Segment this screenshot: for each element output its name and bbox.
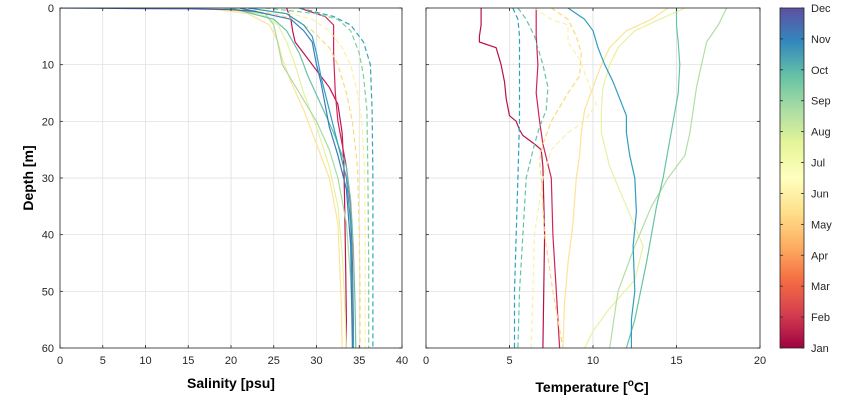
- salinity-profile-line: [286, 8, 347, 348]
- colorbar-month-label: Nov: [811, 34, 831, 46]
- temperature-label-unit: C]: [634, 379, 649, 395]
- colorbar-month-label: Apr: [811, 250, 828, 262]
- colorbar-month-label: Aug: [811, 127, 831, 139]
- salinity-y-tick-label: 30: [42, 173, 54, 185]
- temperature-axes: 0 5 10 15 20 Temperature [oC]: [423, 7, 766, 395]
- salinity-x-tick-label: 40: [396, 355, 408, 367]
- colorbar-gradient: [779, 7, 805, 349]
- temperature-profiles: [478, 8, 728, 348]
- temperature-x-tick-label: 10: [587, 355, 599, 367]
- temperature-profile-line: [609, 8, 728, 348]
- salinity-y-tick-label: 50: [42, 286, 54, 298]
- salinity-x-tick-label: 30: [310, 355, 322, 367]
- colorbar-month-label: Jun: [811, 188, 829, 200]
- salinity-profile-line: [239, 8, 353, 348]
- salinity-profile-line: [248, 8, 366, 348]
- colorbar-month-label: Sep: [811, 96, 831, 108]
- temperature-x-tick-label: 20: [754, 355, 766, 367]
- colorbar-month-label: Oct: [811, 65, 828, 77]
- temperature-x-tick-label: 5: [506, 355, 512, 367]
- temperature-profile-line: [538, 8, 582, 348]
- salinity-x-axis-label: Salinity [psu]: [187, 375, 275, 391]
- colorbar-month-label: Feb: [811, 312, 830, 324]
- salinity-y-tick-label: 20: [42, 116, 54, 128]
- temperature-profile-line: [530, 8, 597, 348]
- salinity-profile-line: [205, 8, 343, 348]
- temperature-profile-line: [567, 8, 638, 348]
- colorbar-month-label: Dec: [811, 3, 831, 15]
- salinity-y-tick-label: 40: [42, 230, 54, 242]
- temperature-x-axis-label: Temperature [oC]: [535, 378, 648, 395]
- colorbar-month-label: May: [811, 219, 832, 231]
- temperature-x-tick-label: 0: [423, 355, 429, 367]
- temperature-x-tick-label: 15: [670, 355, 682, 367]
- salinity-x-tick-label: 20: [225, 355, 237, 367]
- salinity-profiles: [60, 8, 374, 348]
- temperature-label-degree: o: [628, 378, 634, 389]
- temperature-profile-line: [478, 8, 546, 348]
- colorbar-month-label: Jul: [811, 158, 825, 170]
- colorbar-month-label: Mar: [811, 281, 830, 293]
- month-colorbar: Jan Feb Mar Apr May Jun Jul Aug Sep Oct Nov Dec: [779, 3, 832, 355]
- salinity-x-tick-label: 10: [139, 355, 151, 367]
- salinity-x-tick-label: 35: [353, 355, 365, 367]
- salinity-y-tick-label: 0: [48, 3, 54, 15]
- depth-y-axis-label: Depth [m]: [20, 145, 36, 210]
- temperature-profile-line: [625, 8, 681, 348]
- temperature-profile-line: [562, 8, 669, 348]
- salinity-profile-line: [248, 8, 354, 348]
- salinity-y-tick-label: 60: [42, 343, 54, 355]
- temperature-profile-line: [512, 8, 521, 348]
- salinity-ticks: 0 5 10 15 20 25 30 35 40 0 10 20 30 40 50 60: [42, 3, 408, 367]
- salinity-y-tick-label: 10: [42, 60, 54, 72]
- salinity-axes: 0 5 10 15 20 25 30 35 40 0 10 20 30 40 50 60 Salinity […: [20, 3, 408, 391]
- salinity-x-tick-label: 0: [57, 355, 63, 367]
- salinity-x-tick-label: 15: [182, 355, 194, 367]
- temperature-profile-line: [584, 8, 686, 348]
- colorbar-month-label: Jan: [811, 343, 829, 355]
- colorbar-ticks: Jan Feb Mar Apr May Jun Jul Aug Sep Oct Nov Dec: [780, 3, 832, 355]
- salinity-x-tick-label: 25: [268, 355, 280, 367]
- salinity-profile-line: [299, 8, 374, 348]
- salinity-profile-line: [222, 8, 354, 348]
- salinity-x-tick-label: 5: [100, 355, 106, 367]
- temperature-label-main: Temperature [: [535, 379, 628, 395]
- temperature-ticks: 0 5 10 15 20: [423, 7, 766, 367]
- temperature-profile-line: [535, 8, 561, 348]
- salinity-profile-line: [226, 8, 361, 348]
